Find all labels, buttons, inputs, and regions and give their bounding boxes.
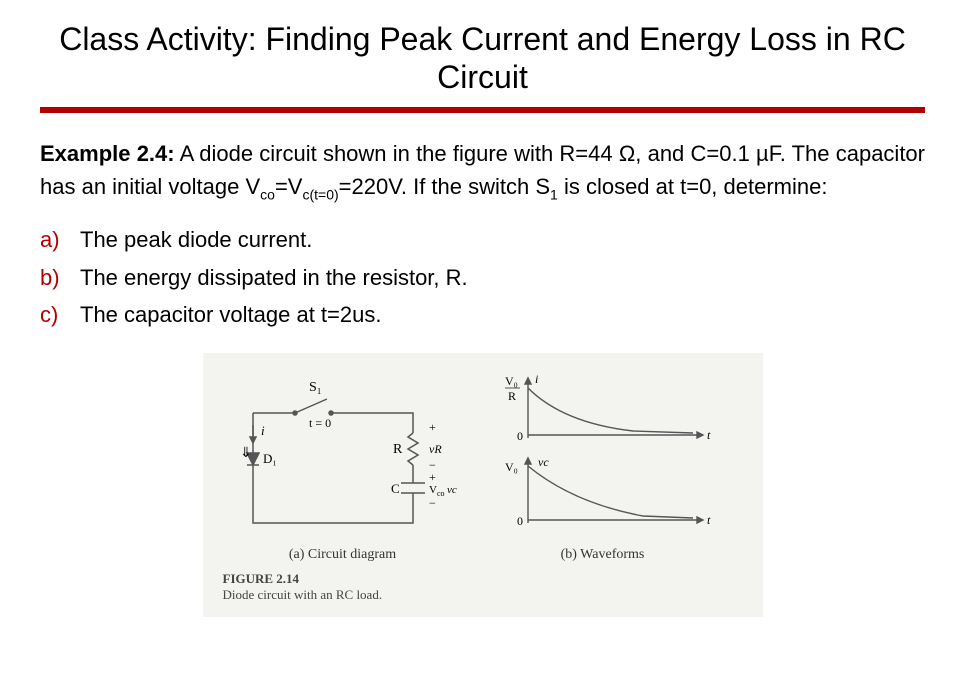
item-marker-a: a)	[40, 221, 80, 258]
example-label: Example 2.4:	[40, 141, 175, 166]
label-s1: S₁	[309, 380, 322, 395]
problem-statement: Example 2.4: A diode circuit shown in th…	[40, 137, 925, 205]
label-d1: D₁	[263, 451, 277, 466]
wave-t-2: t	[707, 513, 711, 527]
figure-box: S₁ t = 0 i D₁ ⇓ R + vR − C + Vco vc −	[203, 353, 763, 617]
item-marker-b: b)	[40, 259, 80, 296]
circuit-diagram: S₁ t = 0 i D₁ ⇓ R + vR − C + Vco vc −	[223, 363, 473, 543]
item-text-b: The energy dissipated in the resistor, R…	[80, 259, 468, 296]
wave-vc: vc	[538, 455, 549, 469]
wave-v0: V₀	[505, 460, 518, 474]
list-item: c) The capacitor voltage at t=2us.	[40, 296, 925, 333]
caption-a: (a) Circuit diagram	[223, 547, 463, 563]
waveforms: V₀ R i 0 t V₀ vc 0 t	[493, 363, 723, 543]
wave-y1-top: V₀	[505, 374, 518, 388]
label-plus-c: +	[429, 470, 436, 484]
problem-eq1: =V	[275, 174, 303, 199]
wave-zero-1: 0	[517, 429, 523, 443]
label-vc: vc	[447, 484, 457, 496]
wave-y1-bot: R	[508, 389, 516, 403]
wave-t-1: t	[707, 428, 711, 442]
label-i: i	[261, 423, 265, 438]
figure-area: S₁ t = 0 i D₁ ⇓ R + vR − C + Vco vc −	[40, 353, 925, 617]
item-text-a: The peak diode current.	[80, 221, 312, 258]
title-rule	[40, 107, 925, 113]
label-r: R	[393, 442, 403, 457]
item-text-c: The capacitor voltage at t=2us.	[80, 296, 381, 333]
label-c: C	[391, 481, 400, 496]
problem-text-2: =220V. If the switch S	[339, 174, 550, 199]
problem-text-3: is closed at t=0, determine:	[558, 174, 828, 199]
label-minus-c: −	[429, 496, 436, 510]
wave-i: i	[535, 372, 538, 386]
list-item: a) The peak diode current.	[40, 221, 925, 258]
sub-ct0: c(t=0)	[302, 186, 338, 202]
label-t0: t = 0	[309, 416, 331, 430]
wave-zero-2: 0	[517, 514, 523, 528]
figure-label: FIGURE 2.14 Diode circuit with an RC loa…	[223, 571, 743, 603]
caption-b: (b) Waveforms	[463, 547, 743, 563]
item-marker-c: c)	[40, 296, 80, 333]
sub-s1: 1	[550, 186, 558, 202]
sub-co: co	[260, 186, 275, 202]
question-list: a) The peak diode current. b) The energy…	[40, 221, 925, 333]
list-item: b) The energy dissipated in the resistor…	[40, 259, 925, 296]
figure-desc: Diode circuit with an RC load.	[223, 587, 743, 603]
diode-icon: ⇓	[240, 446, 252, 461]
figure-number: FIGURE 2.14	[223, 571, 743, 587]
label-vr: vR	[429, 442, 442, 456]
label-plus-r: +	[429, 420, 436, 434]
page-title: Class Activity: Finding Peak Current and…	[40, 20, 925, 97]
